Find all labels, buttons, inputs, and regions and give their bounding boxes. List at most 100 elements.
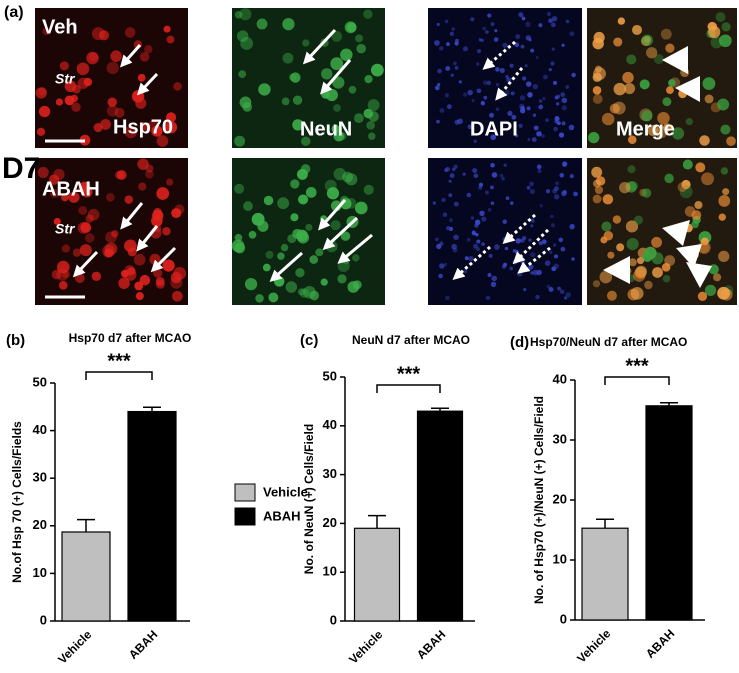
cell: [625, 220, 639, 233]
cell: [481, 242, 485, 246]
cell: [542, 74, 548, 80]
cell: [564, 296, 568, 300]
cell: [554, 194, 560, 200]
cell: [76, 62, 90, 76]
cell: [657, 111, 670, 125]
cell: [133, 253, 146, 266]
cell: [162, 227, 171, 236]
cell: [536, 164, 542, 170]
cell: [239, 8, 252, 21]
cell: [257, 220, 269, 232]
cell: [571, 72, 576, 78]
cell: [565, 19, 570, 24]
bar: [353, 527, 401, 622]
cell: [302, 39, 310, 47]
y-tick-label: 0: [40, 612, 47, 627]
cell: [504, 246, 509, 251]
cell: [538, 23, 543, 28]
cell: [528, 38, 532, 42]
cell: [561, 97, 568, 104]
cell: [243, 201, 253, 212]
cell: [630, 286, 644, 300]
cell: [138, 182, 147, 191]
cell: [462, 172, 466, 176]
group-label: Veh: [42, 16, 78, 38]
cell: [445, 66, 451, 71]
cell: [518, 12, 524, 18]
cell: [613, 82, 627, 96]
cell: [525, 81, 532, 87]
cell: [287, 234, 297, 244]
cell: [494, 244, 500, 250]
y-tick-label: 10: [33, 565, 47, 580]
cell: [619, 181, 631, 194]
cell: [451, 243, 457, 250]
cell: [565, 85, 570, 89]
cell: [449, 173, 455, 178]
cell: [463, 269, 468, 274]
cell: [556, 121, 561, 126]
cell: [592, 86, 602, 95]
cell: [573, 191, 578, 197]
cell: [482, 26, 487, 31]
cell: [571, 257, 575, 261]
channel-label: Hsp70: [113, 116, 173, 138]
cell: [290, 213, 299, 222]
cell: [592, 280, 601, 288]
cell: [493, 37, 499, 42]
cell: [532, 113, 537, 117]
image-overlay: Veh Str Hsp70 NeuN DAPI Merge ABAH Str: [42, 16, 712, 299]
cell: [116, 170, 127, 180]
cell: [562, 189, 568, 195]
y-axis-label: No. of Hsp70 (+)/NeuN (+) Cells/Field: [532, 396, 546, 604]
cell: [137, 73, 146, 82]
cell: [617, 17, 626, 25]
cell: [288, 73, 297, 81]
cell: [539, 204, 543, 208]
micrograph: [35, 8, 188, 148]
cell: [521, 257, 525, 261]
cell: [155, 276, 165, 286]
cell: [434, 85, 440, 91]
cell: [530, 218, 535, 223]
cell: [704, 284, 717, 297]
y-tick-label: 40: [33, 422, 47, 437]
cell: [721, 22, 731, 32]
cell: [139, 122, 149, 131]
cell: [98, 30, 110, 41]
cell: [454, 65, 459, 70]
cell: [588, 132, 600, 144]
cell: [297, 288, 306, 296]
cell: [64, 80, 77, 93]
cell: [234, 11, 243, 19]
cell: [592, 179, 601, 188]
significance-bracket: [85, 371, 153, 380]
cell: [84, 233, 95, 243]
cell: [477, 49, 482, 54]
cell: [368, 111, 379, 122]
cell: [285, 281, 298, 293]
significance-label: ***: [107, 350, 131, 372]
cell: [107, 97, 117, 107]
cell: [337, 274, 347, 284]
cell: [478, 185, 483, 190]
cell: [145, 169, 154, 179]
cell: [50, 188, 60, 199]
cell: [552, 243, 557, 247]
chart-title: NeuN d7 after MCAO: [352, 333, 470, 347]
cell: [162, 259, 175, 272]
cell: [443, 262, 448, 267]
y-tick-label: 20: [553, 491, 567, 506]
y-tick-label: 50: [33, 374, 47, 389]
bar: [127, 410, 177, 622]
cell: [355, 34, 363, 43]
cell: [536, 131, 542, 137]
cell: [708, 25, 721, 39]
x-tick-label: Vehicle: [574, 626, 613, 665]
cell: [166, 112, 177, 123]
micrograph-bg: [35, 8, 188, 148]
cell: [612, 101, 626, 115]
cell: [558, 237, 564, 243]
cell: [518, 123, 523, 129]
cell: [594, 65, 602, 73]
